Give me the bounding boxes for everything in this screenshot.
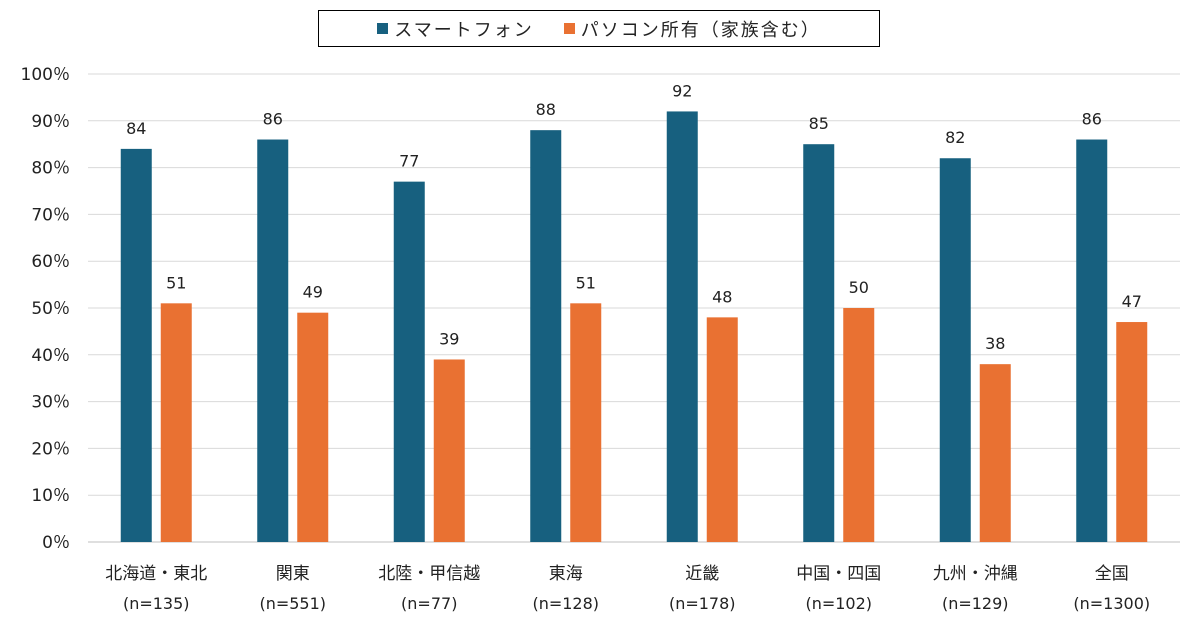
bar-pc (433, 359, 465, 542)
bar-smartphone (257, 139, 289, 542)
data-label: 77 (399, 152, 419, 171)
data-label: 82 (945, 128, 965, 147)
x-sample-size-label: (n=551) (259, 594, 326, 613)
y-tick-label: 90％ (31, 112, 70, 132)
bar-pc (570, 303, 602, 542)
y-tick-label: 20％ (31, 439, 70, 459)
bar-smartphone (803, 144, 835, 542)
y-tick-label: 40％ (31, 346, 70, 366)
y-tick-label: 100％ (21, 65, 70, 85)
bar-smartphone (120, 148, 152, 542)
legend-label-smartphone: スマートフォン (394, 19, 534, 41)
x-sample-size-label: (n=77) (401, 594, 457, 613)
y-tick-label: 70％ (31, 205, 70, 225)
data-label: 50 (849, 278, 869, 297)
bar-smartphone (1076, 139, 1108, 542)
data-label: 51 (576, 273, 596, 292)
x-category-label: 北陸・甲信越 (378, 564, 480, 584)
x-category-label: 中国・四国 (796, 564, 881, 584)
y-tick-label: 0％ (42, 533, 70, 553)
bar-smartphone (393, 181, 425, 542)
x-sample-size-label: (n=1300) (1073, 594, 1150, 613)
y-tick-label: 60％ (31, 252, 70, 272)
legend-item-smartphone: スマートフォン (377, 16, 533, 42)
chart-legend: スマートフォン パソコン所有（家族含む） (318, 10, 880, 47)
legend-swatch-pc (563, 23, 575, 34)
data-label: 86 (1082, 110, 1102, 129)
x-sample-size-label: (n=178) (669, 594, 736, 613)
x-sample-size-label: (n=135) (123, 594, 190, 613)
bar-pc (706, 317, 738, 542)
bar-smartphone (666, 111, 698, 542)
x-category-label: 東海 (549, 564, 583, 584)
legend-label-pc: パソコン所有（家族含む） (580, 19, 821, 41)
y-tick-label: 80％ (31, 159, 70, 179)
y-tick-label: 30％ (31, 393, 70, 413)
x-category-label: 北海道・東北 (105, 564, 207, 584)
x-category-label: 関東 (276, 564, 310, 584)
data-label: 88 (536, 100, 556, 119)
x-sample-size-label: (n=102) (805, 594, 872, 613)
bar-smartphone (939, 158, 971, 543)
x-sample-size-label: (n=129) (942, 594, 1009, 613)
y-tick-label: 10％ (31, 486, 70, 506)
bar-pc (979, 364, 1011, 542)
y-tick-label: 50％ (31, 299, 70, 319)
bar-pc (297, 312, 329, 542)
bar-pc (1116, 322, 1148, 542)
x-sample-size-label: (n=128) (532, 594, 599, 613)
x-category-label: 全国 (1095, 564, 1129, 584)
data-label: 85 (809, 114, 829, 133)
data-label: 38 (985, 334, 1005, 353)
bar-pc (160, 303, 192, 542)
data-label: 86 (263, 110, 283, 129)
legend-swatch-smartphone (377, 23, 389, 34)
data-label: 48 (712, 287, 732, 306)
x-category-label: 近畿 (685, 564, 719, 584)
data-label: 47 (1122, 292, 1142, 311)
bar-smartphone (530, 130, 562, 542)
x-category-label: 九州・沖縄 (933, 564, 1018, 584)
data-label: 51 (166, 273, 186, 292)
bar-pc (843, 308, 875, 542)
legend-item-pc: パソコン所有（家族含む） (563, 16, 821, 42)
data-label: 49 (303, 283, 323, 302)
data-label: 39 (439, 329, 459, 348)
data-label: 84 (126, 119, 146, 138)
data-label: 92 (672, 81, 692, 100)
